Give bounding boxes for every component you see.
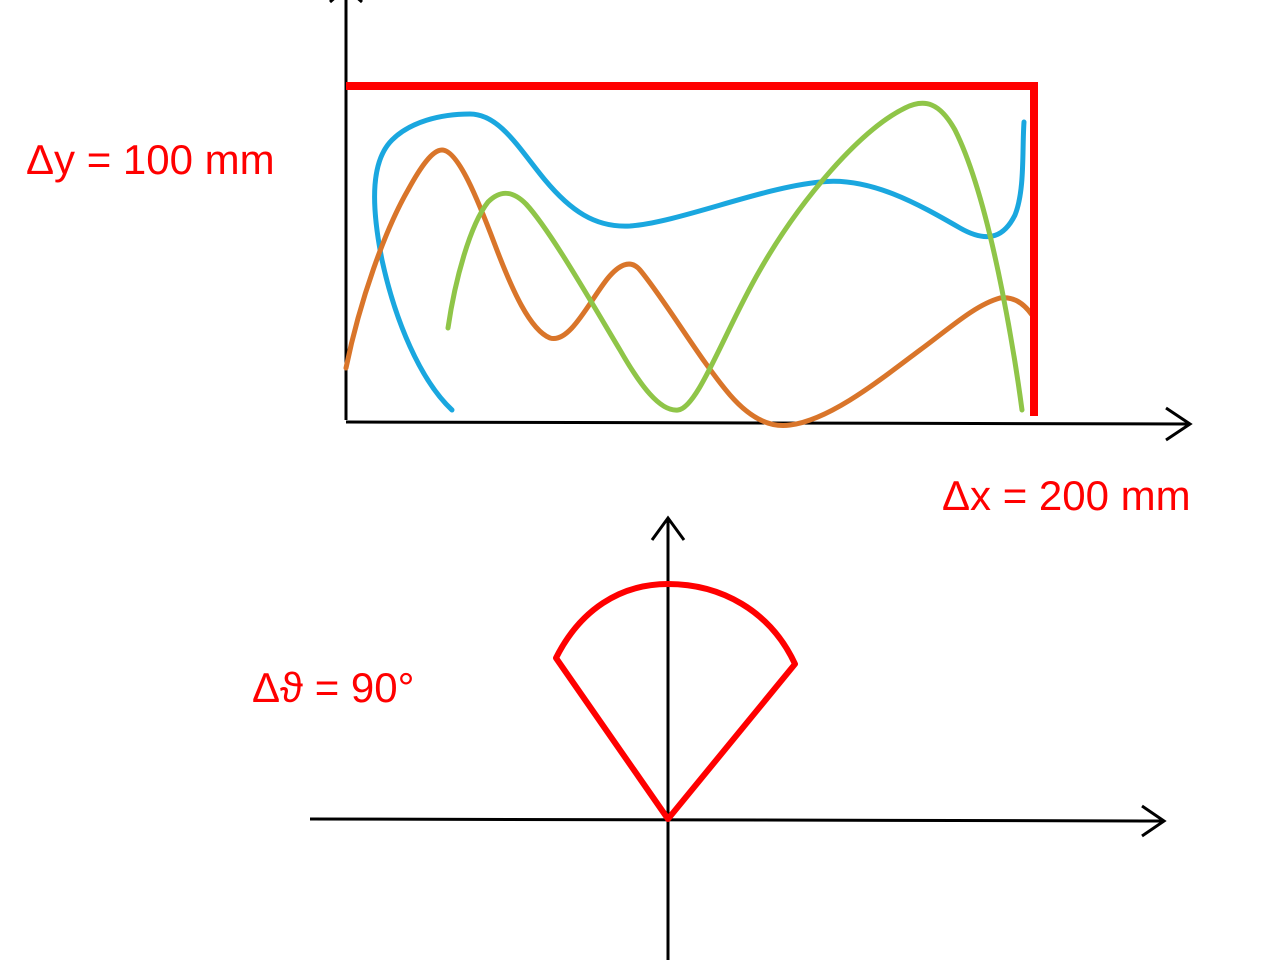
- green-curve: [445, 100, 1025, 413]
- theta-x-axis: [309, 817, 1165, 823]
- delta-y-label: Δy = 100 mm: [26, 136, 275, 183]
- blue-curve: [372, 111, 1027, 413]
- workspace-bounds: [346, 82, 1038, 416]
- angular-sector: [553, 581, 798, 822]
- delta-x-label: Δx = 200 mm: [942, 472, 1191, 519]
- cartesian-panel: Δy = 100 mm Δx = 200 mm: [26, 0, 1193, 519]
- delta-theta-label: Δϑ = 90°: [252, 664, 414, 711]
- angular-panel: Δϑ = 90°: [252, 515, 1167, 960]
- x-axis-arrowhead: [1165, 406, 1193, 442]
- orange-curve: [343, 147, 1035, 429]
- theta-y-axis-arrowhead: [650, 515, 686, 541]
- theta-x-axis-arrowhead: [1141, 804, 1167, 838]
